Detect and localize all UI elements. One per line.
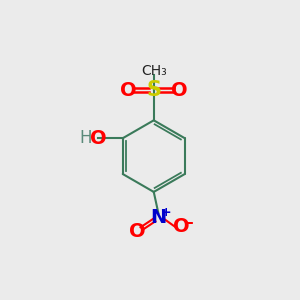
Text: O: O xyxy=(129,222,146,241)
Text: O: O xyxy=(171,81,188,100)
Text: H: H xyxy=(79,129,92,147)
Text: O: O xyxy=(120,81,137,100)
Text: S: S xyxy=(146,80,161,100)
Text: O: O xyxy=(90,129,107,148)
Text: CH₃: CH₃ xyxy=(141,64,167,78)
Text: N: N xyxy=(150,208,167,227)
Text: –: – xyxy=(185,215,193,230)
Text: O: O xyxy=(173,217,190,236)
Text: +: + xyxy=(160,206,171,219)
